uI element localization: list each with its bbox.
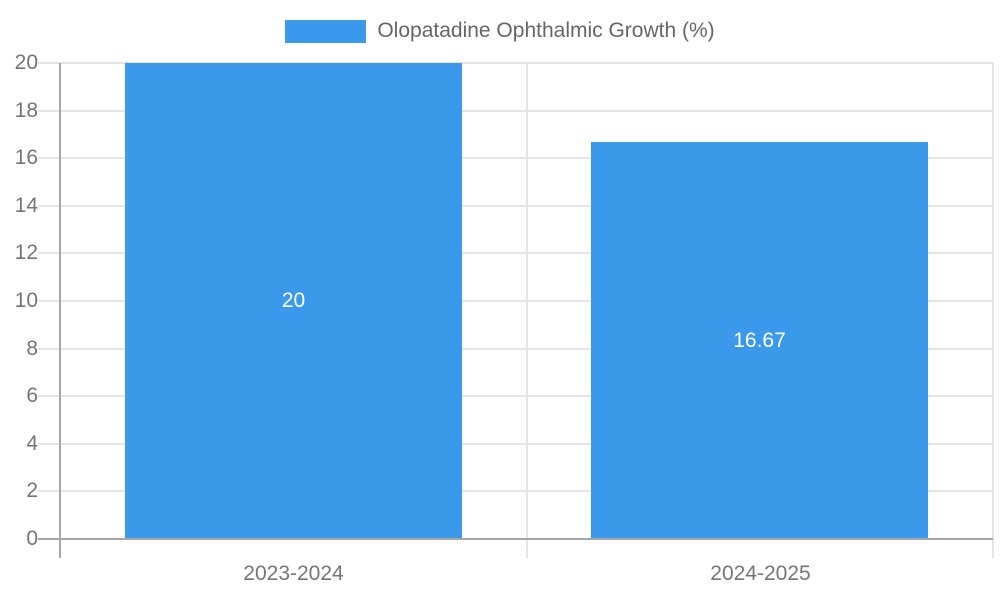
x-axis-line xyxy=(38,538,993,540)
category-boundary-line xyxy=(526,63,528,558)
y-axis-tick-label: 16 xyxy=(14,146,38,169)
gridline xyxy=(38,490,993,492)
x-axis-category-label: 2023-2024 xyxy=(243,562,344,585)
bar-2024-2025 xyxy=(591,142,928,539)
gridline xyxy=(38,300,993,302)
y-axis-tick-label: 4 xyxy=(26,432,38,455)
y-axis-tick-label: 12 xyxy=(14,241,38,264)
y-axis-tick-label: 0 xyxy=(26,527,38,550)
y-axis-line xyxy=(59,63,61,558)
x-axis-category-label: 2024-2025 xyxy=(710,562,811,585)
bar-2023-2024 xyxy=(125,63,462,539)
y-axis-tick-label: 18 xyxy=(14,99,38,122)
gridline xyxy=(38,395,993,397)
y-axis-tick-label: 14 xyxy=(14,194,38,217)
gridline xyxy=(38,252,993,254)
legend-swatch xyxy=(285,19,367,43)
gridline xyxy=(38,443,993,445)
category-boundary-line xyxy=(992,63,994,558)
bar-value-label: 20 xyxy=(281,289,306,312)
legend-label: Olopatadine Ophthalmic Growth (%) xyxy=(377,19,715,42)
y-axis-tick-label: 2 xyxy=(26,479,38,502)
chart-legend: Olopatadine Ophthalmic Growth (%) xyxy=(0,17,1000,45)
y-axis-tick-label: 8 xyxy=(26,337,38,360)
gridline xyxy=(38,157,993,159)
gridline xyxy=(38,205,993,207)
y-axis-tick-label: 10 xyxy=(14,289,38,312)
gridline xyxy=(38,348,993,350)
y-axis-tick-label: 20 xyxy=(14,51,38,74)
bar-value-label: 16.67 xyxy=(733,329,786,352)
gridline xyxy=(38,62,993,64)
gridline xyxy=(38,110,993,112)
y-axis-tick-label: 6 xyxy=(26,384,38,407)
